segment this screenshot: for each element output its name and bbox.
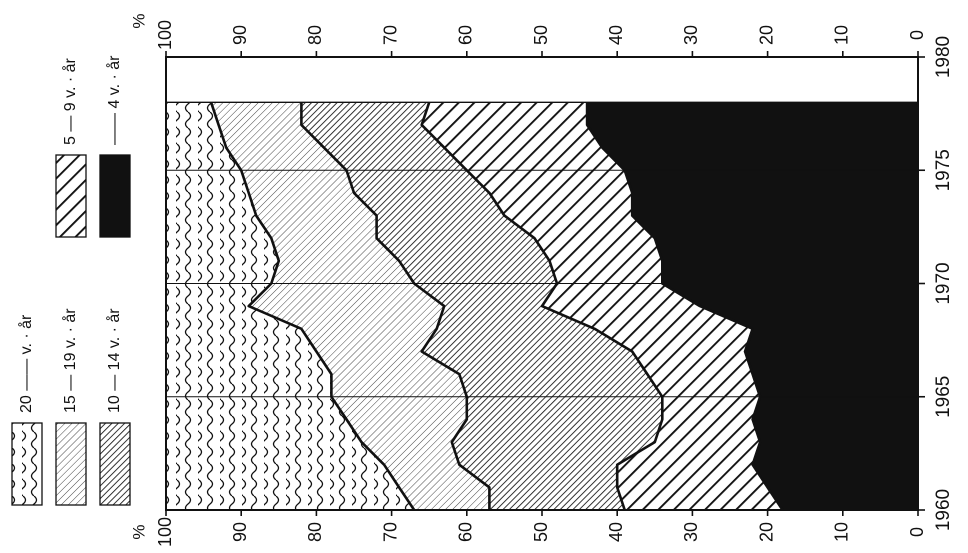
legend-item-s5: 5 — 9 v. · år	[55, 57, 87, 238]
area-s15	[211, 102, 490, 511]
legend-label: 15 — 19 v. · år	[61, 308, 79, 413]
y-tick-label-bottom: 70	[380, 522, 400, 542]
y-tick-label-bottom: 20	[756, 522, 776, 542]
legend: 20 —— v. · år 15 — 19 v. · år 10 — 14 v. ·…	[11, 55, 131, 506]
legend-label: —— 4 v. · år	[105, 55, 123, 145]
x-tick-label: 1975	[933, 149, 954, 191]
legend-label: 20 —— v. · år	[17, 314, 35, 413]
y-tick-label-bottom: 100	[155, 517, 175, 547]
legend-swatch	[55, 154, 87, 238]
y-tick-label-top: 90	[230, 25, 250, 45]
y-tick-label-bottom: 50	[531, 522, 551, 542]
legend-item-s15: 15 — 19 v. · år	[55, 308, 87, 506]
y-tick-label-bottom: 40	[606, 522, 626, 542]
y-tick-label-top: 20	[756, 25, 776, 45]
y-tick-label-top: 80	[305, 25, 325, 45]
y-tick-label-top: 100	[155, 20, 175, 50]
area-s5	[421, 102, 783, 511]
y-tick-label-bottom: 10	[832, 522, 852, 542]
vertical-gridlines	[166, 169, 918, 398]
y-tick-label-bottom: 90	[230, 522, 250, 542]
y-tick-label-top: 50	[531, 25, 551, 45]
y-unit-bottom: %	[129, 524, 148, 539]
legend-swatch	[99, 154, 131, 238]
x-tick-label: 1980	[933, 36, 954, 78]
y-tick-label-bottom: 30	[681, 522, 701, 542]
legend-item-s4: —— 4 v. · år	[99, 55, 131, 238]
legend-label: 5 — 9 v. · år	[61, 57, 79, 145]
y-tick-label-top: 40	[606, 25, 626, 45]
y-tick-label-bottom: 80	[305, 522, 325, 542]
legend-swatch	[99, 422, 131, 506]
legend-label: 10 — 14 v. · år	[105, 308, 123, 413]
y-tick-label-top: 60	[456, 25, 476, 45]
area-s10	[301, 102, 663, 511]
x-tick-label: 1965	[933, 376, 954, 418]
y-tick-label-bottom: 60	[456, 522, 476, 542]
y-tick-label-bottom: 0	[907, 527, 927, 537]
x-tick-label: 1970	[933, 262, 954, 304]
y-tick-label-top: 0	[907, 30, 927, 40]
legend-item-s20: 20 —— v. · år	[11, 314, 43, 506]
legend-swatch	[11, 422, 43, 506]
legend-swatch	[55, 422, 87, 506]
legend-item-s10: 10 — 14 v. · år	[99, 308, 131, 506]
area-s20	[166, 102, 415, 511]
y-tick-label-top: 10	[832, 25, 852, 45]
x-tick-label: 1960	[933, 489, 954, 531]
y-unit-top: %	[129, 13, 148, 28]
y-tick-label-top: 30	[681, 25, 701, 45]
area-s4	[587, 102, 918, 511]
area-layers	[166, 102, 918, 511]
y-tick-label-top: 70	[380, 25, 400, 45]
